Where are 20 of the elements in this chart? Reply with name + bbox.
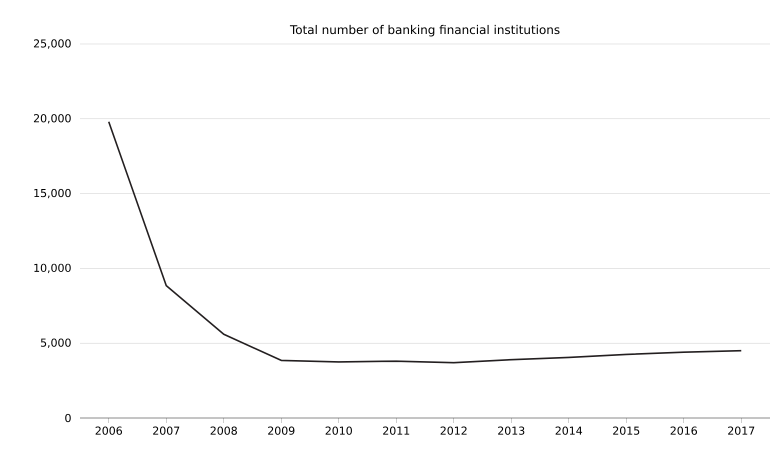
y-tick-label: 0 xyxy=(65,414,71,422)
x-tick-label: 2014 xyxy=(556,426,582,435)
x-tick-label: 2007 xyxy=(153,426,180,435)
line-series xyxy=(108,120,742,364)
x-tick-label: 2017 xyxy=(728,426,754,435)
x-tick-label: 2013 xyxy=(498,426,524,435)
x-tick-label: 2016 xyxy=(670,426,698,435)
x-tick-label: 2015 xyxy=(613,426,640,435)
y-tick-label: 25,000 xyxy=(34,39,71,49)
y-tick-label: 5,000 xyxy=(40,338,71,348)
chart-title: Total number of banking financial institutions xyxy=(290,24,560,36)
y-tick-label: 10,000 xyxy=(34,264,71,274)
y-tick-label: 20,000 xyxy=(34,114,71,124)
x-tick-label: 2011 xyxy=(383,426,410,435)
x-tick-label: 2009 xyxy=(268,426,294,435)
x-tick-label: 2010 xyxy=(326,426,352,435)
x-tick-label: 2012 xyxy=(440,426,467,435)
x-tick-label: 2008 xyxy=(210,426,237,435)
x-tick-label: 2006 xyxy=(96,426,122,435)
y-tick-label: 15,000 xyxy=(34,188,71,198)
